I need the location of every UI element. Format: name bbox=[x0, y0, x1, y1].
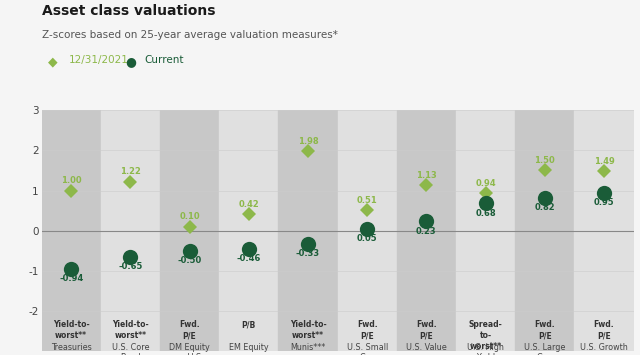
Text: 0.82: 0.82 bbox=[534, 203, 555, 212]
Text: 1.50: 1.50 bbox=[534, 156, 555, 165]
Text: Fwd.
P/E: Fwd. P/E bbox=[594, 320, 614, 340]
Text: U.S. Large
Cap: U.S. Large Cap bbox=[524, 343, 566, 355]
Text: U.S. Value: U.S. Value bbox=[406, 343, 447, 351]
Text: -0.65: -0.65 bbox=[118, 262, 143, 271]
Bar bbox=[456, 110, 515, 351]
Text: U.S. Growth: U.S. Growth bbox=[580, 343, 628, 351]
Text: 12/31/2021: 12/31/2021 bbox=[69, 55, 129, 65]
Text: Treasuries: Treasuries bbox=[51, 343, 92, 351]
Text: Fwd.
P/E: Fwd. P/E bbox=[179, 320, 200, 340]
Text: Z-scores based on 25-year average valuation measures*: Z-scores based on 25-year average valuat… bbox=[42, 30, 337, 40]
Text: EM Equity: EM Equity bbox=[229, 343, 269, 351]
Text: 1.13: 1.13 bbox=[416, 171, 436, 180]
Text: 0.51: 0.51 bbox=[357, 196, 378, 205]
Text: U.S. High
Yield: U.S. High Yield bbox=[467, 343, 504, 355]
Text: Yield-to-
worst**: Yield-to- worst** bbox=[112, 320, 148, 340]
Text: 0.94: 0.94 bbox=[476, 179, 496, 188]
Bar bbox=[101, 110, 160, 351]
Text: Spread-
to-
worst**: Spread- to- worst** bbox=[468, 320, 502, 351]
Text: Fwd.
P/E: Fwd. P/E bbox=[416, 320, 436, 340]
Bar bbox=[160, 110, 219, 351]
Text: 1.22: 1.22 bbox=[120, 168, 141, 176]
Bar bbox=[278, 110, 338, 351]
Text: Yield-to-
worst**: Yield-to- worst** bbox=[53, 320, 90, 340]
Text: 0.05: 0.05 bbox=[357, 234, 378, 243]
Text: U.S. Small
Cap: U.S. Small Cap bbox=[347, 343, 388, 355]
Text: 1.98: 1.98 bbox=[298, 137, 318, 146]
Text: U.S. Core
Bond: U.S. Core Bond bbox=[111, 343, 149, 355]
Text: Munis***: Munis*** bbox=[291, 343, 326, 351]
Text: Asset class valuations: Asset class valuations bbox=[42, 4, 215, 17]
Text: DM Equity
ex-U.S.: DM Equity ex-U.S. bbox=[169, 343, 210, 355]
Text: -0.33: -0.33 bbox=[296, 249, 320, 258]
Text: ◆: ◆ bbox=[48, 55, 58, 68]
Text: Yield-to-
worst**: Yield-to- worst** bbox=[290, 320, 326, 340]
Text: -0.46: -0.46 bbox=[237, 255, 261, 263]
Bar bbox=[575, 110, 634, 351]
Text: Fwd.
P/E: Fwd. P/E bbox=[357, 320, 378, 340]
Text: 0.23: 0.23 bbox=[416, 227, 436, 236]
Bar bbox=[338, 110, 397, 351]
Text: 0.42: 0.42 bbox=[239, 200, 259, 209]
Text: 0.95: 0.95 bbox=[594, 198, 614, 207]
Bar bbox=[42, 110, 101, 351]
Text: 0.68: 0.68 bbox=[476, 209, 496, 218]
Text: -0.50: -0.50 bbox=[177, 256, 202, 265]
Text: 0.10: 0.10 bbox=[179, 213, 200, 222]
Bar bbox=[515, 110, 575, 351]
Text: P/B: P/B bbox=[242, 320, 256, 329]
Text: ●: ● bbox=[125, 55, 136, 68]
Text: Fwd.
P/E: Fwd. P/E bbox=[534, 320, 555, 340]
Text: Current: Current bbox=[144, 55, 184, 65]
Bar bbox=[397, 110, 456, 351]
Text: -0.94: -0.94 bbox=[59, 274, 83, 283]
Bar bbox=[219, 110, 278, 351]
Text: 1.00: 1.00 bbox=[61, 176, 81, 185]
Text: 1.49: 1.49 bbox=[594, 157, 614, 165]
